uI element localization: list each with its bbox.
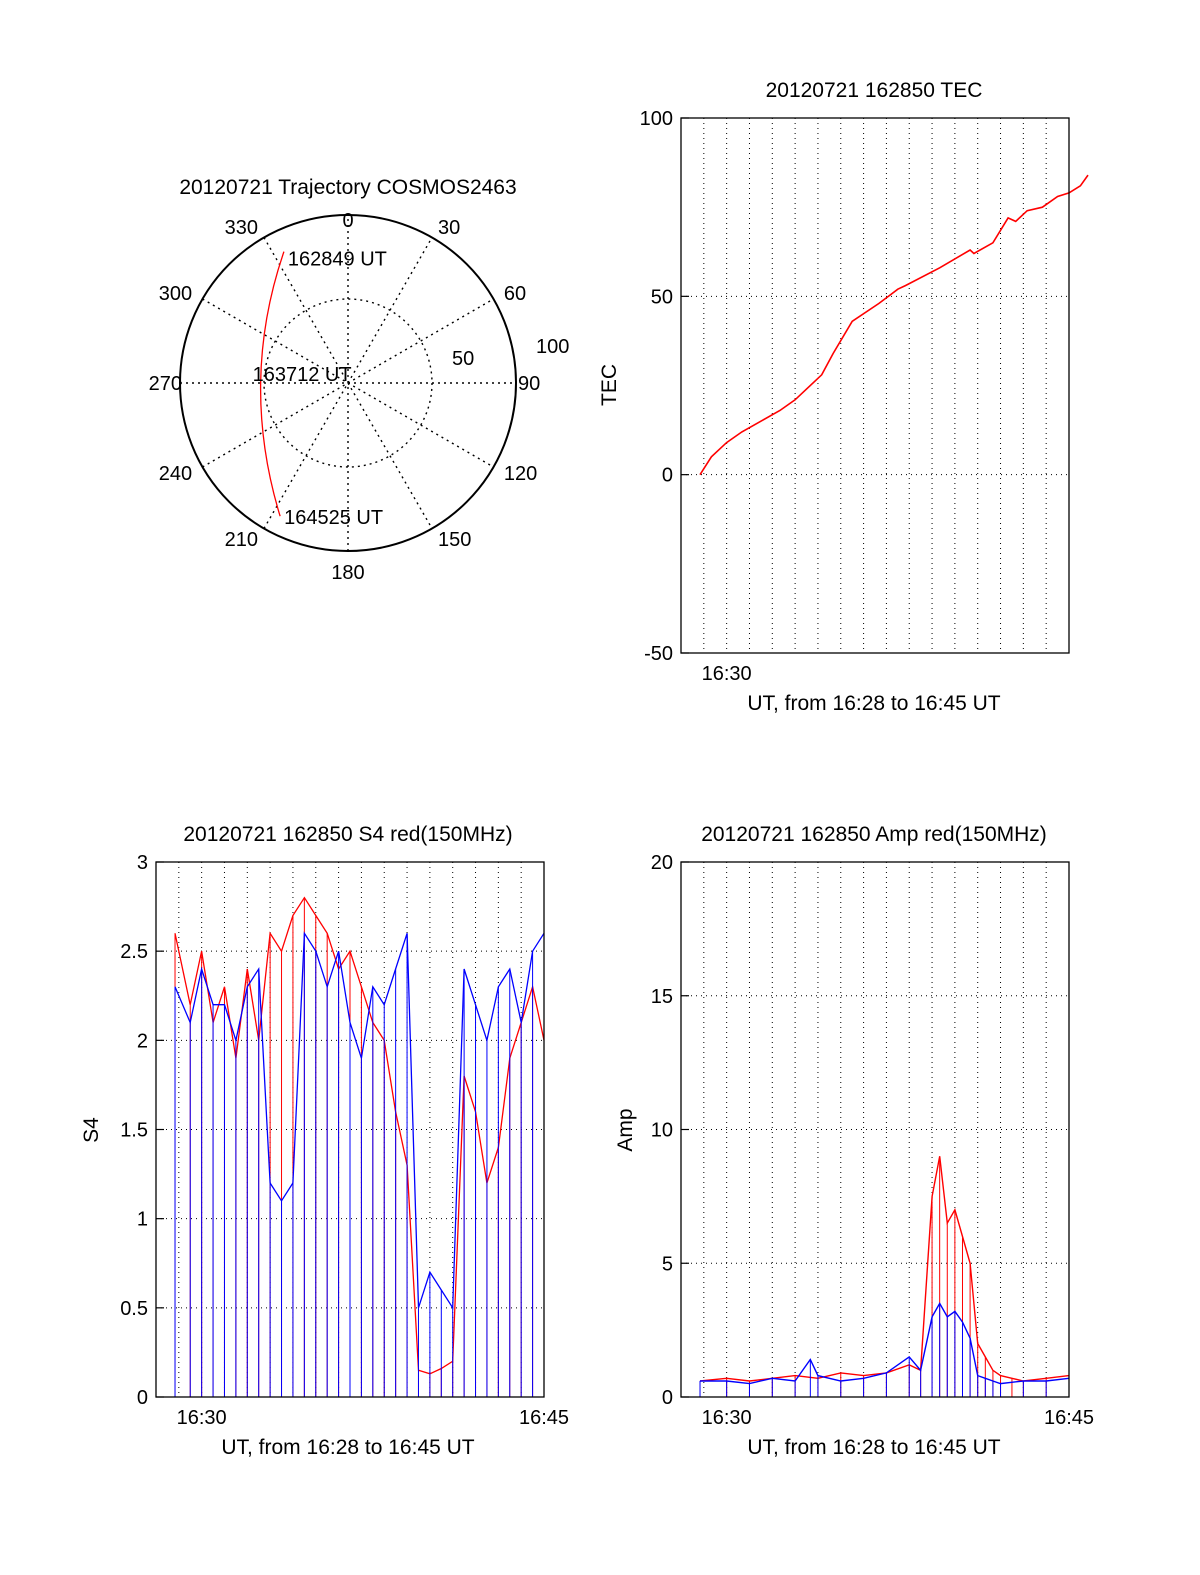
- polar-angle-label: 270: [149, 373, 182, 395]
- x-tick-label: 16:45: [519, 1407, 569, 1429]
- polar-trajectory: 162849 UT 163712 UT 164525 UT: [253, 249, 387, 530]
- y-tick-label: 15: [651, 986, 673, 1008]
- y-tick-label: 100: [640, 108, 673, 130]
- amp-xlabel: UT, from 16:28 to 16:45 UT: [747, 1436, 1000, 1459]
- y-tick-label: 20: [651, 852, 673, 874]
- s4-title: 20120721 162850 S4 red(150MHz): [183, 823, 512, 846]
- s4-xlabel: UT, from 16:28 to 16:45 UT: [221, 1436, 474, 1459]
- trajectory-start-label: 162849 UT: [288, 249, 387, 271]
- y-tick-label: 1: [137, 1209, 148, 1231]
- trajectory-end-label: 164525 UT: [284, 507, 383, 529]
- amp-line-0: [699, 1156, 1070, 1382]
- polar-title: 20120721 Trajectory COSMOS2463: [179, 176, 516, 199]
- y-tick-label: 2.5: [120, 941, 148, 963]
- y-tick-label: 1.5: [120, 1120, 148, 1142]
- y-tick-label: 0.5: [120, 1298, 148, 1320]
- x-tick-label: 16:30: [702, 1407, 752, 1429]
- s4-plot-area: 0 0.5 1 1.5 2 2.5 3 16:30 16:45: [120, 852, 569, 1429]
- x-tick-label: 16:30: [702, 663, 752, 685]
- tec-line-0: [699, 174, 1089, 476]
- x-tick-label: 16:30: [177, 1407, 227, 1429]
- amp-plot-area: 0 5 10 15 20 16:30 16:45: [651, 852, 1094, 1429]
- polar-angle-label: 0: [342, 210, 353, 232]
- polar-angle-label: 210: [225, 529, 258, 551]
- s4-panel: 20120721 162850 S4 red(150MHz) 0 0.5 1 1.5 2…: [80, 823, 569, 1459]
- polar-grid-spoke: [263, 237, 433, 529]
- s4-line-1: [174, 931, 545, 1310]
- plot-frame: [155, 861, 545, 1398]
- y-tick-label: 2: [137, 1030, 148, 1052]
- y-tick-label: 10: [651, 1120, 673, 1142]
- trajectory-line: [259, 251, 285, 517]
- y-tick-label: 3: [137, 852, 148, 874]
- amp-panel: 20120721 162850 Amp red(150MHz) 0 5 10 15 20…: [614, 823, 1094, 1459]
- plot-frame: [680, 861, 1070, 1398]
- polar-angle-label: 300: [159, 283, 192, 305]
- polar-angle-label: 30: [438, 217, 460, 239]
- y-tick-label: 0: [662, 465, 673, 487]
- tec-xlabel: UT, from 16:28 to 16:45 UT: [747, 692, 1000, 715]
- y-tick-label: 5: [662, 1253, 673, 1275]
- polar-angle-label: 240: [159, 463, 192, 485]
- polar-angle-label: 60: [504, 283, 526, 305]
- s4-line-0: [174, 896, 545, 1375]
- y-tick-label: -50: [644, 643, 673, 665]
- y-tick-label: 0: [662, 1387, 673, 1409]
- tec-plot-area: -50 0 50 100 16:30: [640, 108, 1089, 685]
- trajectory-mid-label: 163712 UT: [253, 364, 352, 386]
- y-tick-label: 50: [651, 286, 673, 308]
- polar-radius-label: 50: [452, 348, 474, 370]
- polar-angle-label: 150: [438, 529, 471, 551]
- polar-angle-label: 330: [225, 217, 258, 239]
- tec-title: 20120721 162850 TEC: [766, 79, 983, 102]
- polar-angle-labels: 0 30 60 90 120 150 180 210 240 270 300 330 50 100: [149, 210, 570, 584]
- tec-panel: 20120721 162850 TEC -50 0 50 100 16:30 UT, f…: [598, 79, 1089, 715]
- polar-grid: [179, 214, 517, 552]
- amp-title: 20120721 162850 Amp red(150MHz): [701, 823, 1047, 846]
- polar-angle-label: 180: [331, 562, 364, 584]
- polar-angle-label: 90: [518, 373, 540, 395]
- tec-ylabel: TEC: [598, 364, 621, 406]
- polar-radius-label: 100: [536, 336, 569, 358]
- s4-ylabel: S4: [80, 1117, 103, 1143]
- trajectory-polar-panel: 20120721 Trajectory COSMOS2463 0 30 60 90 12…: [149, 176, 570, 584]
- polar-angle-label: 120: [504, 463, 537, 485]
- y-tick-label: 0: [137, 1387, 148, 1409]
- amp-ylabel: Amp: [614, 1108, 637, 1151]
- amp-line-1: [700, 1301, 1070, 1385]
- x-tick-label: 16:45: [1044, 1407, 1094, 1429]
- plot-frame: [680, 117, 1070, 654]
